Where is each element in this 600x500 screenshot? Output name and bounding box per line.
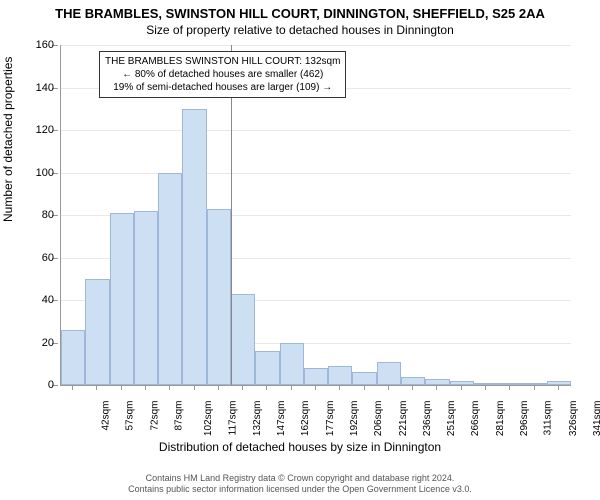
y-tick-label: 0 [48,379,54,391]
x-tick-label: 117sqm [227,401,238,436]
y-tick-label: 160 [36,39,54,51]
grid-line [61,130,571,131]
x-tick [558,385,559,390]
y-tick-label: 120 [36,124,54,136]
x-tick-label: 132sqm [252,401,263,437]
histogram-bar [110,213,134,385]
y-tick-label: 20 [42,337,54,349]
x-tick [121,385,122,390]
x-tick-label: 236sqm [422,401,433,437]
histogram-bar [547,381,571,385]
footer-line: Contains HM Land Registry data © Crown c… [0,473,600,485]
x-tick [461,385,462,390]
page-title: THE BRAMBLES, SWINSTON HILL COURT, DINNI… [0,0,600,21]
x-tick-label: 251sqm [446,401,457,437]
x-tick [509,385,510,390]
annotation-line: THE BRAMBLES SWINSTON HILL COURT: 132sqm [105,55,340,68]
histogram-bar [425,379,449,385]
x-tick [169,385,170,390]
x-tick-label: 221sqm [398,401,409,437]
y-tick-label: 40 [42,294,54,306]
histogram-bar [498,383,522,385]
histogram-bar [377,362,401,385]
x-tick [436,385,437,390]
y-axis-label: Number of detached properties [1,57,15,222]
histogram-bar [182,109,206,385]
x-axis-label: Distribution of detached houses by size … [0,440,600,454]
footer-line: Contains public sector information licen… [0,484,600,496]
grid-line [61,45,571,46]
histogram-bar [61,330,85,385]
footer-attribution: Contains HM Land Registry data © Crown c… [0,473,600,496]
y-tick-label: 60 [42,252,54,264]
x-tick-label: 296sqm [519,401,530,437]
histogram-bar [207,209,231,385]
x-tick [218,385,219,390]
x-tick [194,385,195,390]
annotation-line: 19% of semi-detached houses are larger (… [105,81,340,94]
histogram-bar [280,343,304,386]
x-tick-label: 147sqm [276,401,287,437]
x-tick [315,385,316,390]
x-tick [412,385,413,390]
x-tick-label: 72sqm [149,401,160,431]
x-tick-label: 341sqm [592,401,600,437]
grid-line [61,173,571,174]
x-tick [242,385,243,390]
x-tick-label: 177sqm [325,401,336,437]
histogram-bar [304,368,328,385]
x-tick-label: 206sqm [373,401,384,437]
x-tick-label: 266sqm [471,401,482,437]
annotation-line: ← 80% of detached houses are smaller (46… [105,68,340,81]
x-tick [96,385,97,390]
x-tick [388,385,389,390]
x-tick-label: 102sqm [203,401,214,437]
x-tick [485,385,486,390]
x-tick-label: 192sqm [349,401,360,437]
x-tick-label: 42sqm [101,401,112,431]
histogram-bar [158,173,182,386]
x-tick-label: 311sqm [543,401,554,436]
histogram-bar [522,383,546,385]
page-subtitle: Size of property relative to detached ho… [0,21,600,37]
annotation-box: THE BRAMBLES SWINSTON HILL COURT: 132sqm… [99,51,346,98]
x-tick [266,385,267,390]
x-tick [534,385,535,390]
y-tick-label: 80 [42,209,54,221]
x-tick [364,385,365,390]
x-tick-label: 162sqm [301,401,312,437]
histogram-bar [328,366,352,385]
x-tick [339,385,340,390]
y-tick-label: 140 [36,82,54,94]
x-tick-label: 87sqm [174,401,185,431]
x-tick-label: 57sqm [125,401,136,431]
x-tick-label: 326sqm [568,401,579,437]
histogram-bar [85,279,109,385]
histogram-bar [352,372,376,385]
x-tick [291,385,292,390]
x-tick [145,385,146,390]
chart-container: THE BRAMBLES, SWINSTON HILL COURT, DINNI… [0,0,600,500]
histogram-bar [134,211,158,385]
x-tick-label: 281sqm [495,401,506,437]
x-tick [72,385,73,390]
histogram-bar [255,351,279,385]
histogram-bar [401,377,425,386]
plot-area: THE BRAMBLES SWINSTON HILL COURT: 132sqm… [60,45,571,386]
y-tick-label: 100 [36,167,54,179]
histogram-bar [450,381,474,385]
histogram-bar [231,294,255,385]
